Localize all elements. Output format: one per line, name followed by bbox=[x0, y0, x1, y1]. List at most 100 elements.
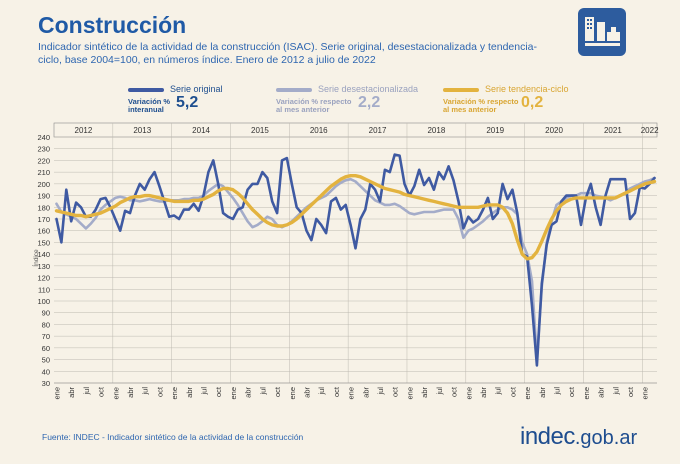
legend-tendencia-swatch bbox=[443, 88, 479, 92]
x-tick-label: ene bbox=[641, 387, 650, 400]
x-tick-label: oct bbox=[332, 386, 341, 397]
series-original-line bbox=[55, 153, 656, 367]
y-tick-label: 130 bbox=[37, 262, 50, 271]
x-tick-label: ene bbox=[523, 387, 532, 400]
x-tick-label: abr bbox=[126, 387, 135, 398]
x-tick-label: jul bbox=[82, 387, 91, 396]
year-label: 2019 bbox=[486, 126, 504, 135]
year-label: 2014 bbox=[192, 126, 210, 135]
series-desestacionalizada-line bbox=[55, 176, 656, 361]
y-tick-label: 60 bbox=[42, 344, 50, 353]
source-note: Fuente: INDEC - Indicador sintético de l… bbox=[42, 432, 304, 442]
x-tick-label: ene bbox=[111, 387, 120, 400]
x-tick-label: abr bbox=[597, 387, 606, 398]
y-tick-label: 30 bbox=[42, 379, 50, 388]
y-tick-label: 90 bbox=[42, 309, 50, 318]
x-tick-label: abr bbox=[538, 387, 547, 398]
legend-original-value: 5,2 bbox=[176, 94, 199, 111]
x-tick-label: abr bbox=[361, 387, 370, 398]
y-tick-label: 210 bbox=[37, 168, 50, 177]
x-tick-label: oct bbox=[450, 386, 459, 397]
series-tendencia-ciclo-line bbox=[54, 173, 657, 261]
legend-original-stat-label: Variación % interanual bbox=[128, 98, 170, 114]
x-tick-label: oct bbox=[273, 386, 282, 397]
x-tick-label: jul bbox=[317, 387, 326, 396]
y-tick-label: 220 bbox=[37, 156, 50, 165]
y-tick-label: 120 bbox=[37, 274, 50, 283]
x-tick-label: oct bbox=[626, 386, 635, 397]
legend-desest-stat-line1: Variación % respecto bbox=[276, 97, 352, 106]
year-label: 2021 bbox=[604, 126, 622, 135]
year-label: 2016 bbox=[310, 126, 328, 135]
year-label: 2017 bbox=[369, 126, 387, 135]
legend-desest-name: Serie desestacionalizada bbox=[318, 84, 419, 94]
x-tick-label: jul bbox=[141, 387, 150, 396]
x-tick-label: jul bbox=[611, 387, 620, 396]
legend-original-name: Serie original bbox=[170, 84, 223, 94]
x-tick-label: jul bbox=[376, 387, 385, 396]
legend-original-swatch bbox=[128, 88, 164, 92]
legend-tendencia-value: 0,2 bbox=[521, 94, 544, 111]
x-tick-label: oct bbox=[97, 386, 106, 397]
x-tick-label: abr bbox=[67, 387, 76, 398]
x-tick-label: ene bbox=[52, 387, 61, 400]
x-tick-label: ene bbox=[170, 387, 179, 400]
y-tick-label: 80 bbox=[42, 320, 50, 329]
legend-tendencia-stat-label: Variación % respecto al mes anterior bbox=[443, 98, 518, 114]
year-label: 2013 bbox=[133, 126, 151, 135]
brand-suffix: .gob.ar bbox=[574, 427, 638, 449]
x-tick-label: jul bbox=[258, 387, 267, 396]
x-tick-label: abr bbox=[420, 387, 429, 398]
x-tick-label: jul bbox=[200, 387, 209, 396]
legend-desest-value: 2,2 bbox=[358, 94, 381, 111]
x-tick-label: jul bbox=[553, 387, 562, 396]
x-tick-label: abr bbox=[185, 387, 194, 398]
indec-brand-logo: indec.gob.ar bbox=[520, 423, 637, 451]
y-tick-label: 170 bbox=[37, 215, 50, 224]
legend-original-stat-line2: interanual bbox=[128, 105, 164, 114]
legend-desest-swatch bbox=[276, 88, 312, 92]
page-subtitle: Indicador sintético de la actividad de l… bbox=[38, 41, 538, 66]
legend-tendencia-stat-line1: Variación % respecto bbox=[443, 97, 519, 106]
x-tick-label: oct bbox=[391, 386, 400, 397]
y-tick-label: 230 bbox=[37, 145, 50, 154]
y-tick-label: 70 bbox=[42, 332, 50, 341]
year-label: 2020 bbox=[545, 126, 563, 135]
year-label: 2018 bbox=[427, 126, 445, 135]
y-axis-title: Índice bbox=[31, 249, 40, 267]
y-tick-label: 50 bbox=[42, 356, 50, 365]
y-tick-label: 200 bbox=[37, 180, 50, 189]
legend-desest-stat-line2: al mes anterior bbox=[276, 105, 330, 114]
brand-main: indec bbox=[520, 423, 575, 450]
y-tick-label: 180 bbox=[37, 203, 50, 212]
x-tick-label: ene bbox=[464, 387, 473, 400]
y-tick-label: 160 bbox=[37, 227, 50, 236]
x-tick-label: ene bbox=[229, 387, 238, 400]
y-tick-label: 100 bbox=[37, 297, 50, 306]
page-title: Construcción bbox=[38, 12, 187, 38]
legend-tendencia-name: Serie tendencia-ciclo bbox=[485, 84, 569, 94]
x-tick-label: ene bbox=[405, 387, 414, 400]
x-tick-label: oct bbox=[508, 386, 517, 397]
year-label: 2012 bbox=[75, 126, 93, 135]
x-tick-label: oct bbox=[155, 386, 164, 397]
x-tick-label: ene bbox=[347, 387, 356, 400]
legend-tendencia-stat-line2: al mes anterior bbox=[443, 105, 497, 114]
year-label: 2022 bbox=[641, 126, 659, 135]
y-tick-label: 240 bbox=[37, 133, 50, 142]
x-tick-label: abr bbox=[302, 387, 311, 398]
y-tick-label: 40 bbox=[42, 367, 50, 376]
y-tick-label: 110 bbox=[38, 285, 50, 294]
y-tick-label: 140 bbox=[37, 250, 50, 259]
x-tick-label: ene bbox=[288, 387, 297, 400]
year-label: 2015 bbox=[251, 126, 269, 135]
x-tick-label: oct bbox=[214, 386, 223, 397]
x-tick-label: oct bbox=[567, 386, 576, 397]
x-tick-label: jul bbox=[435, 387, 444, 396]
legend-original-stat-line1: Variación % bbox=[128, 97, 171, 106]
y-tick-label: 190 bbox=[37, 192, 50, 201]
legend-desest-stat-label: Variación % respecto al mes anterior bbox=[276, 98, 351, 114]
x-tick-label: jul bbox=[494, 387, 503, 396]
y-tick-label: 150 bbox=[37, 238, 50, 247]
